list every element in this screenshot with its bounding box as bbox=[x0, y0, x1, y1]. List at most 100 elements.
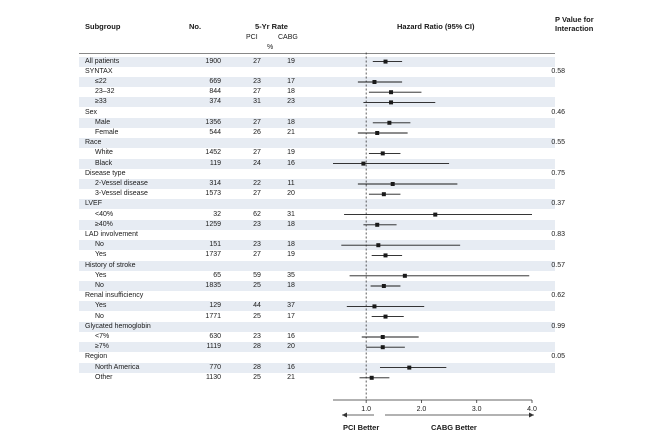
subgroup-header-row: Sex 0.46 bbox=[79, 108, 565, 118]
subgroup-header-row: Glycated hemoglobin 0.99 bbox=[79, 321, 565, 332]
cabg-rate: 21 bbox=[287, 128, 295, 136]
subgroup-label: Yes bbox=[95, 302, 107, 310]
p-value-header-line2: Interaction bbox=[555, 24, 594, 33]
subgroup-header-row: LAD involvement 0.83 bbox=[79, 230, 565, 240]
subgroup-label: <40% bbox=[95, 210, 114, 218]
patient-count: 1130 bbox=[205, 373, 221, 381]
subgroup-label: 23–32 bbox=[95, 88, 115, 96]
table-row: <40% 32 62 31 bbox=[79, 210, 555, 220]
patient-count: 129 bbox=[209, 302, 221, 310]
table-row: Black 119 24 16 bbox=[79, 158, 555, 169]
interaction-p-value: 0.83 bbox=[551, 230, 565, 238]
subgroup-label: ≥40% bbox=[95, 220, 113, 228]
patient-count: 151 bbox=[209, 241, 221, 249]
hazard-ratio-header: Hazard Ratio (95% CI) bbox=[397, 22, 475, 31]
patient-count: 1452 bbox=[205, 149, 221, 157]
pci-rate: 28 bbox=[253, 363, 261, 371]
subgroup-label: <7% bbox=[95, 332, 110, 340]
patient-count: 65 bbox=[213, 271, 221, 279]
table-row: North America 770 28 16 bbox=[79, 362, 555, 373]
interaction-p-value: 0.05 bbox=[551, 353, 565, 361]
pci-rate: 28 bbox=[253, 343, 261, 351]
hazard-ratio-point bbox=[381, 284, 386, 288]
header-rule bbox=[79, 53, 555, 54]
subgroup-label: North America bbox=[95, 363, 140, 371]
interaction-p-value: 0.62 bbox=[551, 292, 565, 300]
subgroup-label: LAD involvement bbox=[85, 230, 138, 238]
subgroup-label: No bbox=[95, 241, 104, 249]
pci-rate: 25 bbox=[253, 312, 261, 320]
hazard-ratio-point bbox=[380, 345, 385, 350]
subgroup-label: Disease type bbox=[85, 169, 126, 177]
cabg-rate: 16 bbox=[287, 332, 295, 340]
subgroup-label: No bbox=[95, 281, 104, 289]
table-row: <7% 630 23 16 bbox=[79, 332, 555, 342]
hazard-ratio-point bbox=[383, 314, 388, 319]
hazard-ratio-point bbox=[380, 151, 385, 156]
cabg-rate: 16 bbox=[287, 363, 295, 371]
hazard-ratio-marks bbox=[333, 59, 532, 380]
subgroup-label: ≥33 bbox=[95, 98, 107, 106]
subgroup-label: Female bbox=[95, 128, 119, 136]
patient-count: 32 bbox=[213, 210, 221, 218]
cabg-rate: 37 bbox=[287, 302, 295, 310]
hazard-ratio-point bbox=[383, 59, 388, 64]
patient-count: 1356 bbox=[205, 118, 221, 126]
subgroup-header-row: SYNTAX 0.58 bbox=[79, 67, 565, 77]
subgroup-label: SYNTAX bbox=[85, 67, 113, 75]
x-axis: 1.0 2.0 3.0 4.0 bbox=[333, 399, 537, 413]
table-row: 23–32 844 27 18 bbox=[79, 87, 555, 97]
subgroup-label: 3-Vessel disease bbox=[95, 190, 148, 198]
cabg-rate: 11 bbox=[287, 179, 295, 187]
interaction-p-value: 0.55 bbox=[551, 139, 565, 147]
subgroup-label: History of stroke bbox=[85, 261, 136, 269]
patient-count: 1573 bbox=[205, 190, 221, 198]
subgroup-label: Male bbox=[95, 118, 111, 126]
table-row: No 151 23 18 bbox=[79, 240, 555, 251]
cabg-rate: 16 bbox=[287, 159, 295, 167]
table-row: No 1835 25 18 bbox=[79, 280, 555, 292]
subgroup-label: Sex bbox=[85, 108, 98, 116]
hazard-ratio-point bbox=[402, 273, 407, 278]
hazard-ratio-point bbox=[380, 335, 385, 339]
table-row: Yes 1737 27 19 bbox=[79, 250, 555, 260]
pci-rate: 23 bbox=[253, 332, 261, 340]
pci-better-label: PCI Better bbox=[343, 423, 379, 432]
patient-count: 844 bbox=[209, 88, 221, 96]
pci-rate: 62 bbox=[253, 210, 261, 218]
pci-rate: 27 bbox=[253, 190, 261, 198]
cabg-rate: 31 bbox=[287, 210, 295, 218]
pci-rate: 22 bbox=[253, 179, 261, 187]
cabg-subheader: CABG bbox=[278, 34, 298, 41]
pci-rate: 23 bbox=[253, 220, 261, 228]
subgroup-label: ≤22 bbox=[95, 77, 107, 85]
pci-rate: 27 bbox=[253, 149, 261, 157]
hazard-ratio-point bbox=[381, 192, 386, 197]
pci-rate: 31 bbox=[253, 98, 261, 106]
interaction-p-value: 0.37 bbox=[551, 200, 565, 208]
subgroup-label: 2-Vessel disease bbox=[95, 179, 148, 187]
cabg-rate: 18 bbox=[287, 220, 295, 228]
pci-rate: 24 bbox=[253, 159, 261, 167]
hazard-ratio-point bbox=[375, 222, 380, 227]
table-row: ≥7% 1119 28 20 bbox=[79, 342, 555, 353]
table-row: ≥40% 1259 23 18 bbox=[79, 219, 555, 230]
favor-labels: PCI Better CABG Better bbox=[343, 423, 477, 432]
pci-rate: 44 bbox=[253, 302, 261, 310]
subgroup-label: All patients bbox=[85, 57, 120, 65]
pci-subheader: PCI bbox=[246, 34, 258, 41]
cabg-rate: 35 bbox=[287, 271, 295, 279]
hazard-ratio-point bbox=[389, 90, 394, 95]
patient-count: 1835 bbox=[205, 281, 221, 289]
cabg-rate: 18 bbox=[287, 118, 295, 126]
cabg-rate: 19 bbox=[287, 251, 295, 259]
subgroup-label: Yes bbox=[95, 271, 107, 279]
x-tick-label: 3.0 bbox=[472, 406, 482, 413]
cabg-rate: 23 bbox=[287, 98, 295, 106]
hazard-ratio-point bbox=[433, 212, 438, 217]
five-year-rate-header: 5-Yr Rate bbox=[255, 22, 288, 31]
pci-rate: 25 bbox=[253, 281, 261, 289]
patient-count: 544 bbox=[209, 128, 221, 136]
table-row: 2-Vessel disease 314 22 11 bbox=[79, 178, 555, 190]
